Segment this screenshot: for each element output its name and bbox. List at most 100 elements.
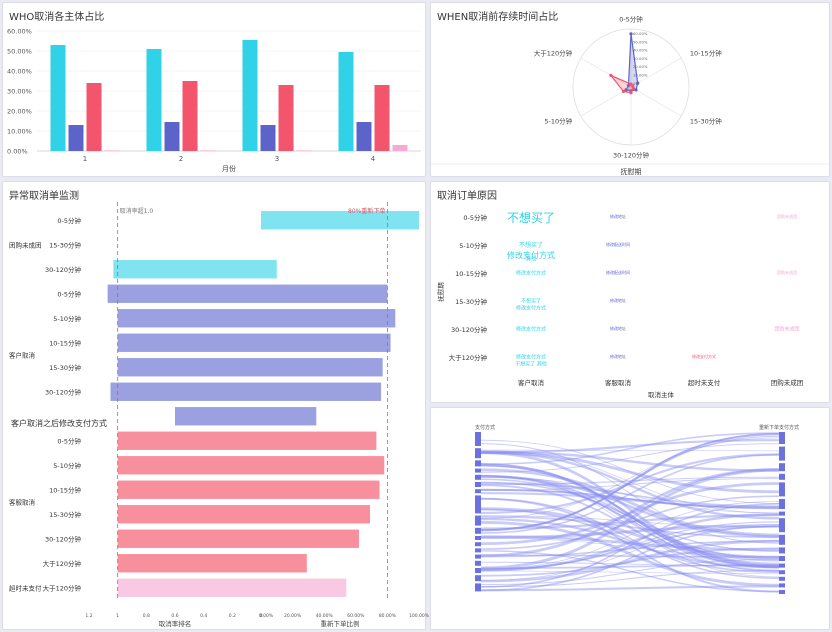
when-ring-label: 30.00% <box>633 56 648 61</box>
flow-link <box>480 515 780 528</box>
flow-right-node <box>779 432 785 444</box>
who-bar <box>392 145 408 151</box>
flow-link <box>480 451 780 520</box>
who-ytick-label: 60.00% <box>7 28 32 36</box>
flow-link <box>480 488 780 510</box>
abnormal-panel: 异常取消单监测 0-5分钟 15-30分钟 30-120分钟 团购未成团 0-5分钟 5-… <box>2 181 430 630</box>
abnormal-ref-label-left: 取消率超1.0 <box>120 207 154 215</box>
abnormal-left-tick: 0.2 <box>229 613 236 619</box>
who-bar <box>200 150 216 151</box>
flow-link <box>480 569 780 588</box>
flow-left-node <box>475 460 481 467</box>
who-panel: WHO取消各主体占比 0.00% 10.00% 20.00% 30.00% 40.00%… <box>2 2 426 177</box>
abnormal-left-bar <box>175 407 261 426</box>
abnormal-right-bar <box>261 407 317 426</box>
flow-left-node <box>475 548 481 553</box>
flow-link <box>480 570 780 575</box>
abnormal-group-label: 团购未成团 <box>9 240 42 249</box>
flow-right-node <box>779 518 785 533</box>
abnormal-row-label: 15-30分钟 <box>49 510 81 519</box>
flow-link <box>480 561 780 567</box>
reason-word: 修改支付方式 <box>507 250 555 260</box>
when-axis-label: 大于120分钟 <box>534 49 573 58</box>
when-ring-label: 40.00% <box>633 48 648 53</box>
who-ytick-label: 50.00% <box>7 48 32 56</box>
when-ring-label: 10.00% <box>633 73 648 78</box>
abnormal-right-tick: 20.00% <box>284 613 302 619</box>
when-series-point <box>621 89 626 93</box>
flow-link <box>480 476 780 486</box>
flow-left-node <box>475 495 481 514</box>
flow-link <box>480 443 780 473</box>
flow-link <box>480 497 780 593</box>
abnormal-left-bar <box>113 260 261 279</box>
reason-col-label: 客服取消 <box>605 378 632 387</box>
when-series-point <box>634 88 638 92</box>
reason-col-label: 超时未支付 <box>688 378 721 387</box>
abnormal-left-bar <box>117 333 262 352</box>
abnormal-row-label: 5-10分钟 <box>53 314 81 323</box>
when-axis-label: 5-10分钟 <box>544 117 572 126</box>
abnormal-right-bar <box>261 480 380 499</box>
abnormal-left-tick: 1 <box>116 613 119 619</box>
flow-link <box>480 465 780 572</box>
abnormal-left-tick: 0.4 <box>200 613 207 619</box>
flow-right-node <box>779 583 785 588</box>
flow-link <box>480 515 780 539</box>
who-bar <box>104 150 120 151</box>
flow-link <box>480 475 780 578</box>
when-axis-label: 0-5分钟 <box>619 15 643 24</box>
abnormal-right-bar <box>261 211 419 230</box>
who-bar <box>68 125 84 151</box>
flow-link <box>480 535 780 552</box>
flow-left-node <box>475 474 481 480</box>
flow-link <box>480 547 780 577</box>
when-series-point <box>629 91 633 95</box>
abnormal-right-bar <box>261 554 307 573</box>
reason-col-label: 团购未成团 <box>771 378 804 387</box>
abnormal-row-label: 15-30分钟 <box>49 363 81 372</box>
flow-left-node <box>475 515 481 526</box>
when-series-point <box>609 73 613 77</box>
abnormal-row-label: 30-120分钟 <box>45 387 82 396</box>
reason-word: 修改地址 <box>610 297 626 303</box>
flow-link <box>480 437 780 519</box>
reason-word: 团购未成团 <box>777 213 797 219</box>
flow-link <box>480 433 780 532</box>
abnormal-row-label: 大于120分钟 <box>43 559 82 568</box>
who-ytick-label: 20.00% <box>7 108 32 116</box>
flow-link <box>480 468 780 537</box>
abnormal-right-bar <box>261 309 396 328</box>
reason-word: 团购未成团 <box>774 326 799 333</box>
when-series-point <box>624 88 628 92</box>
flow-link <box>480 451 780 494</box>
flow-sankey-chart: 支付方式 重新下单支付方式 <box>475 424 799 594</box>
who-bar <box>356 122 372 151</box>
when-axis-line <box>580 57 632 88</box>
when-radar-chart: 0-5分钟 10-15分钟 15-30分钟 30-120分钟 5-10分钟 大于120分钟… <box>431 15 831 176</box>
flow-right-node <box>779 547 785 554</box>
flow-link <box>480 443 780 544</box>
reason-word: 其他 <box>526 256 536 263</box>
flow-link <box>480 524 780 539</box>
abnormal-row-label: 0-5分钟 <box>57 216 81 225</box>
flow-left-node <box>475 527 481 534</box>
flow-link <box>480 585 780 592</box>
abnormal-right-bar <box>261 456 385 475</box>
when-axis-line <box>630 57 682 88</box>
flow-link <box>480 475 780 538</box>
who-title: WHO取消各主体占比 <box>9 12 105 23</box>
reason-word: 修改配送时间 <box>606 241 630 247</box>
when-series-point <box>636 81 640 85</box>
flow-link <box>480 432 780 465</box>
flow-link <box>480 550 780 593</box>
abnormal-right-bar <box>261 260 277 279</box>
when-panel: WHEN取消前存续时间占比 0-5分钟 10-15分钟 15-30分钟 30-120分… <box>430 2 831 177</box>
flow-left-node <box>475 536 481 540</box>
flow-link <box>480 463 780 568</box>
reason-word: 修改支付方式 <box>516 305 546 312</box>
flow-link <box>480 478 780 491</box>
flow-right-node <box>779 446 785 461</box>
flow-right-node <box>779 463 785 472</box>
abnormal-left-bar <box>117 456 262 475</box>
